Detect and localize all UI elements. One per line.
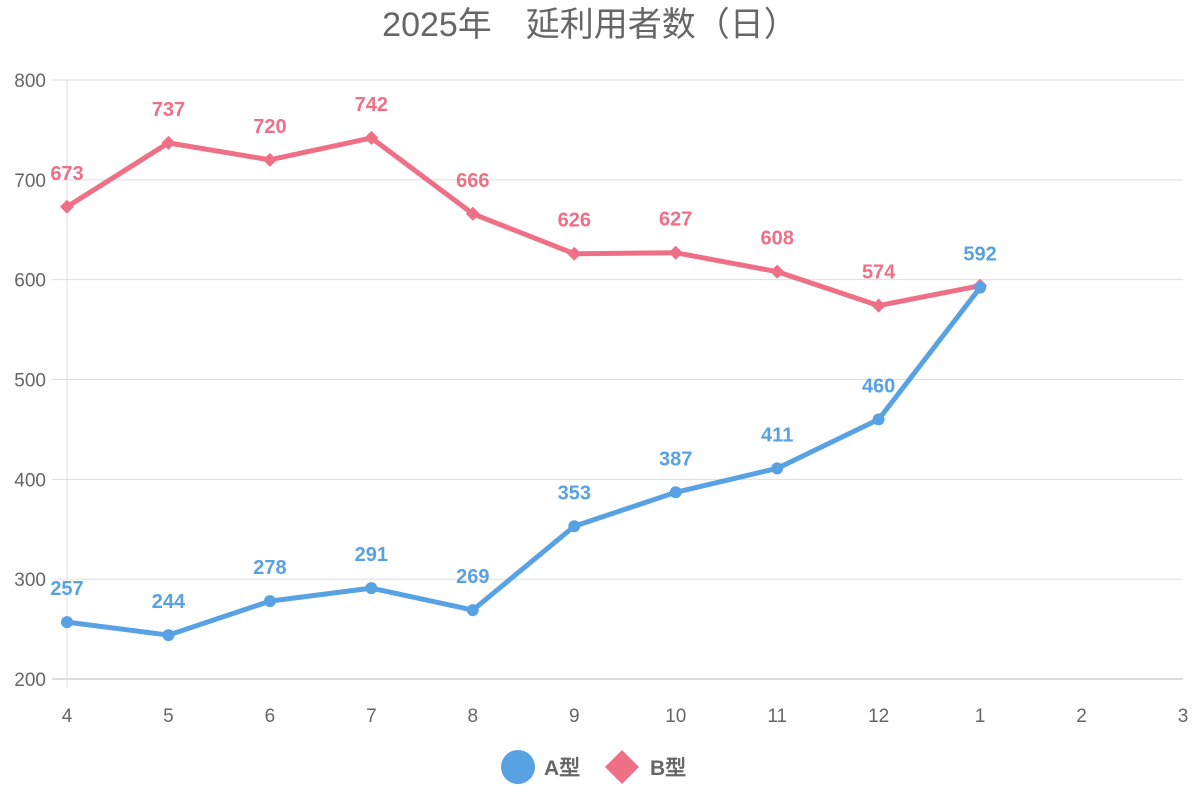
data-label: 720	[253, 116, 286, 138]
data-point	[263, 595, 276, 608]
data-label: 574	[862, 262, 896, 284]
data-label: 269	[456, 566, 489, 588]
data-label: 626	[558, 210, 591, 232]
data-point	[668, 245, 683, 260]
data-label: 673	[50, 163, 83, 185]
data-label: 737	[152, 99, 185, 121]
legend-marker-a	[501, 750, 535, 784]
x-tick-label: 1	[975, 706, 986, 727]
y-tick-label: 400	[14, 470, 46, 491]
y-tick-label: 600	[14, 271, 46, 292]
data-point	[871, 298, 886, 313]
x-tick-label: 9	[569, 706, 580, 727]
x-tick-label: 4	[62, 706, 73, 727]
x-tick-label: 11	[767, 706, 787, 727]
data-point	[568, 520, 581, 533]
data-label: 353	[558, 482, 591, 504]
x-tick-label: 5	[163, 706, 174, 727]
data-point	[61, 616, 73, 629]
data-point	[567, 246, 582, 261]
y-tick-label: 200	[14, 670, 46, 691]
legend-marker-b	[605, 750, 639, 784]
data-point	[466, 604, 479, 617]
x-tick-label: 7	[366, 706, 377, 727]
chart-title: 2025年 延利用者数（日）	[382, 6, 798, 44]
data-point	[365, 582, 378, 595]
y-tick-label: 300	[14, 570, 46, 591]
data-label: 742	[355, 94, 388, 116]
data-point	[60, 199, 74, 214]
x-tick-label: 2	[1076, 706, 1087, 727]
y-tick-label: 500	[14, 371, 46, 392]
data-label: 291	[355, 544, 388, 566]
data-label: 411	[761, 424, 793, 446]
data-point	[974, 281, 987, 294]
x-tick-label: 10	[665, 706, 686, 727]
data-label: 278	[253, 557, 286, 579]
data-label: 387	[659, 448, 692, 470]
y-tick-label: 700	[14, 171, 46, 192]
x-tick-label: 12	[868, 706, 889, 727]
data-point	[162, 629, 175, 642]
data-label: 244	[152, 591, 186, 613]
legend-label-a: A型	[544, 757, 580, 780]
data-point	[262, 152, 277, 167]
data-label: 257	[50, 578, 83, 600]
series-line-b	[65, 135, 981, 309]
series-line-a	[66, 286, 983, 638]
data-point	[872, 413, 885, 426]
legend-label-b: B型	[650, 757, 686, 780]
data-point	[465, 206, 480, 221]
x-tick-label: 6	[265, 706, 276, 727]
data-label: 666	[456, 170, 489, 192]
data-point	[364, 130, 379, 145]
data-label: 592	[963, 244, 996, 266]
data-point	[669, 486, 682, 499]
x-tick-label: 8	[468, 706, 479, 727]
data-label: 627	[659, 209, 692, 231]
data-label: 608	[760, 228, 793, 250]
data-point	[771, 462, 784, 475]
data-point	[161, 135, 176, 150]
data-point	[770, 264, 785, 279]
x-tick-label: 3	[1178, 706, 1189, 727]
data-label: 460	[862, 375, 895, 397]
y-tick-label: 800	[14, 71, 46, 92]
